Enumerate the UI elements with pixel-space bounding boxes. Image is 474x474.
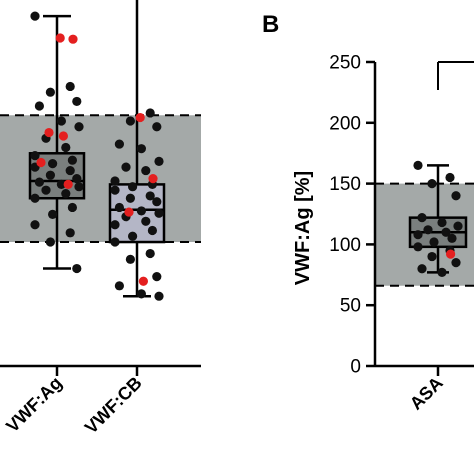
x-tick-label: VWF:CB — [81, 373, 146, 438]
data-point — [145, 248, 155, 259]
data-point-highlighted — [55, 33, 65, 43]
data-point — [114, 202, 124, 213]
data-point — [445, 172, 455, 183]
y-tick-label: 50 — [340, 296, 361, 317]
data-point — [48, 209, 58, 219]
data-point-highlighted — [138, 276, 148, 286]
data-point — [154, 291, 164, 301]
data-point-highlighted — [135, 112, 145, 123]
data-point — [48, 159, 58, 169]
data-point — [30, 11, 40, 21]
data-point — [429, 237, 439, 247]
data-point-highlighted — [68, 34, 78, 44]
panel-letter-b: B — [262, 11, 279, 38]
y-tick-label: 250 — [329, 53, 361, 74]
data-point — [427, 251, 437, 262]
data-point — [61, 142, 71, 153]
data-point — [136, 289, 146, 299]
data-point — [65, 165, 75, 176]
data-point — [72, 263, 82, 274]
data-point — [65, 228, 75, 238]
y-tick-label: 200 — [329, 113, 361, 134]
data-point — [56, 179, 66, 190]
data-point — [451, 191, 461, 201]
data-point — [72, 96, 82, 107]
data-point — [110, 237, 120, 247]
data-point — [74, 122, 84, 132]
data-point — [145, 108, 155, 118]
box-group-vwfag — [28, 11, 86, 274]
data-point — [114, 281, 124, 291]
y-axis-title: VWF:Ag [%] — [292, 171, 314, 285]
data-point — [61, 189, 71, 199]
x-tick-label: VWF:Ag — [2, 373, 66, 437]
data-point — [125, 193, 135, 203]
data-point — [128, 182, 138, 192]
data-point — [136, 144, 146, 154]
data-point — [413, 160, 423, 170]
data-point — [152, 272, 162, 282]
data-point — [34, 177, 45, 187]
data-point — [423, 225, 433, 235]
data-point — [141, 216, 151, 226]
y-tick-label: 100 — [329, 235, 361, 256]
panel-a-chart: VWF:Ag VWF:CB — [0, 0, 201, 438]
data-point — [125, 116, 135, 126]
data-point — [437, 217, 447, 228]
data-point — [74, 182, 84, 192]
data-point — [34, 101, 45, 111]
data-point — [65, 81, 75, 92]
data-point — [30, 150, 40, 161]
data-point — [152, 122, 162, 132]
data-point — [413, 242, 423, 252]
data-point — [72, 174, 82, 184]
data-point — [437, 267, 447, 277]
data-point-highlighted — [58, 131, 68, 141]
data-point — [41, 185, 51, 195]
data-point — [136, 206, 146, 216]
data-point — [447, 233, 457, 243]
data-point — [128, 231, 138, 241]
data-point — [30, 220, 40, 230]
data-point — [45, 237, 56, 247]
data-point — [67, 155, 77, 165]
data-point — [110, 185, 120, 195]
data-point — [125, 254, 135, 264]
data-point — [417, 264, 427, 274]
data-point-highlighted — [36, 157, 46, 168]
y-tick-label: 0 — [350, 357, 361, 378]
data-point — [417, 213, 427, 223]
data-point — [67, 202, 77, 213]
data-point — [45, 170, 56, 180]
data-point-highlighted — [124, 207, 134, 217]
data-point — [427, 179, 437, 189]
data-point — [152, 197, 162, 207]
data-point — [154, 156, 164, 166]
data-point-highlighted — [446, 249, 456, 259]
data-point-highlighted — [63, 179, 73, 190]
data-point — [114, 139, 124, 149]
data-point — [451, 258, 461, 268]
panel-b-chart: B VWF:Ag [%] 050100150200250ASAP — [262, 11, 474, 414]
data-point — [154, 208, 164, 218]
data-point-highlighted — [148, 174, 158, 184]
data-point — [453, 221, 463, 231]
data-point — [30, 193, 40, 203]
data-point — [441, 227, 451, 237]
box-group-asa — [408, 160, 468, 277]
data-point — [45, 87, 56, 97]
data-point — [110, 220, 120, 230]
y-tick-label: 150 — [329, 174, 361, 195]
x-tick-label: ASA — [406, 373, 447, 414]
data-point — [110, 176, 120, 186]
box-group-vwfcb — [108, 0, 166, 301]
data-point — [413, 230, 423, 240]
data-point-highlighted — [44, 127, 54, 138]
data-point — [147, 225, 157, 236]
data-point — [56, 116, 66, 126]
data-point — [141, 165, 151, 176]
data-point — [145, 191, 155, 201]
data-point — [121, 162, 131, 172]
